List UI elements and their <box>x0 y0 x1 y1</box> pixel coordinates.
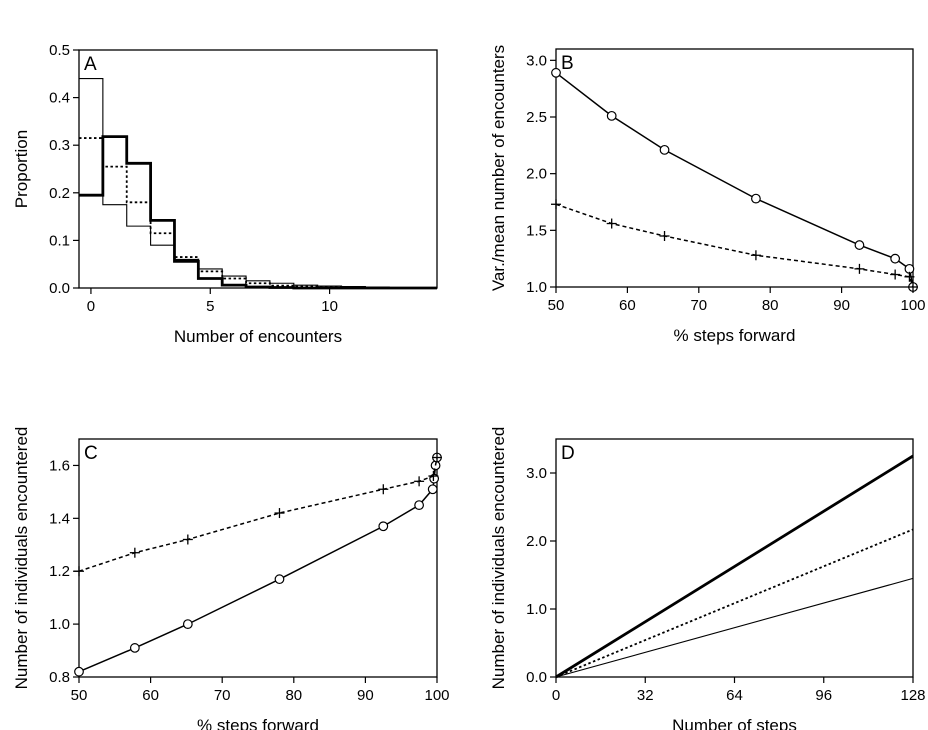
y-tick-label: 0.4 <box>49 90 70 107</box>
data-point-plus <box>904 271 915 282</box>
data-point-circle <box>890 253 901 264</box>
series-line-dashed <box>78 457 438 572</box>
data-point-plus <box>606 218 617 229</box>
x-tick-label: 10 <box>321 298 338 315</box>
data-point-plus <box>74 566 84 577</box>
data-point-circle <box>854 240 865 250</box>
data-point-plus <box>414 476 425 487</box>
data-point-circle <box>74 666 84 677</box>
y-tick-label: 1.0 <box>526 601 547 618</box>
panel-a: 0 5 10 0.0 0.1 0.2 0.3 0.4 0.5 Number of encounte… <box>12 42 438 346</box>
x-tick-label: 70 <box>690 297 707 314</box>
series-line-dotted <box>555 528 914 678</box>
series-line-thin <box>555 577 914 678</box>
y-tick-label: 1.0 <box>49 616 70 633</box>
y-tick-label: 3.0 <box>526 465 547 482</box>
y-tick-label: 0.2 <box>49 185 70 202</box>
series-line-thin <box>79 78 437 289</box>
data-point-plus <box>182 534 193 545</box>
x-tick-label: 90 <box>833 297 850 314</box>
data-point-plus <box>432 452 442 463</box>
data-point-circle <box>751 193 761 204</box>
series-line-dotted <box>79 137 437 289</box>
y-tick-label: 0.1 <box>49 232 70 249</box>
x-tick-label: 80 <box>285 687 302 704</box>
x-tick-label: 60 <box>619 297 636 314</box>
data-point-circle <box>378 521 389 532</box>
panel-label: D <box>561 443 575 464</box>
data-point-plus <box>274 508 285 519</box>
data-point-plus <box>890 269 901 280</box>
data-point-plus <box>750 250 761 261</box>
data-point-circle <box>274 574 285 585</box>
data-point-plus <box>908 282 918 292</box>
x-axis-label: % steps forward <box>197 716 319 730</box>
series-line-thick <box>79 135 437 290</box>
data-point-plus <box>428 471 439 482</box>
y-tick-label: 0.0 <box>49 280 70 297</box>
data-point-plus <box>659 231 670 241</box>
y-tick-label: 1.4 <box>49 510 70 527</box>
y-tick-label: 0.5 <box>49 42 70 59</box>
y-tick-label: 1.0 <box>526 279 547 296</box>
x-tick-label: 0 <box>552 687 560 704</box>
panel-label: A <box>84 54 97 75</box>
y-axis-label: Proportion <box>12 130 31 208</box>
y-tick-label: 1.5 <box>526 222 547 239</box>
panel-b: 50 60 70 80 90 100 1.0 1.5 2.0 2.5 3.0 % steps forw… <box>489 45 926 345</box>
y-tick-label: 0.3 <box>49 137 70 154</box>
data-point-plus <box>551 199 561 210</box>
data-point-circle <box>606 110 617 121</box>
x-tick-label: 0 <box>87 298 95 315</box>
x-tick-label: 50 <box>548 297 565 314</box>
panel-label: C <box>84 443 98 464</box>
y-tick-label: 1.2 <box>49 563 70 580</box>
x-tick-label: 32 <box>637 687 654 704</box>
data-point-plus <box>378 484 389 495</box>
y-axis-label: Number of individuals encountered <box>489 427 508 690</box>
x-tick-label: 60 <box>142 687 159 704</box>
y-tick-label: 2.5 <box>526 109 547 126</box>
plot-frame <box>78 438 438 678</box>
y-tick-label: 0.0 <box>526 669 547 686</box>
y-tick-label: 1.6 <box>49 457 70 474</box>
x-tick-label: 128 <box>900 687 925 704</box>
y-axis-label: Number of individuals encountered <box>12 427 31 690</box>
y-tick-label: 3.0 <box>526 52 547 69</box>
x-tick-label: 100 <box>424 687 449 704</box>
data-point-plus <box>854 263 865 274</box>
y-tick-label: 2.0 <box>526 533 547 550</box>
panel-c: 50 60 70 80 90 100 0.8 1.0 1.2 1.4 1.6 % steps forw… <box>12 427 450 730</box>
data-point-circle <box>414 500 425 511</box>
plot-frame <box>555 48 914 288</box>
series-line-thick <box>555 454 914 679</box>
x-tick-label: 80 <box>762 297 779 314</box>
x-tick-label: 70 <box>214 687 231 704</box>
plot-frame <box>555 438 914 678</box>
panel-label: B <box>561 53 574 74</box>
x-axis-label: Number of encounters <box>174 327 342 346</box>
panel-d: 0 32 64 96 128 0.0 1.0 2.0 3.0 Number of steps Num… <box>489 427 926 730</box>
x-tick-label: 64 <box>726 687 743 704</box>
x-axis-label: % steps forward <box>674 326 796 345</box>
plot-frame <box>78 49 438 289</box>
x-tick-label: 96 <box>815 687 832 704</box>
data-point-circle <box>551 67 561 78</box>
y-tick-label: 2.0 <box>526 166 547 183</box>
data-point-plus <box>129 547 140 558</box>
x-tick-label: 100 <box>900 297 925 314</box>
data-point-circle <box>129 643 140 653</box>
series-line-solid <box>555 72 914 288</box>
x-tick-label: 5 <box>206 298 214 315</box>
data-point-circle <box>427 484 438 495</box>
data-point-circle <box>659 144 670 155</box>
x-axis-label: Number of steps <box>672 716 797 730</box>
x-tick-label: 50 <box>71 687 88 704</box>
x-tick-label: 90 <box>357 687 374 704</box>
y-tick-label: 0.8 <box>49 669 70 686</box>
data-point-circle <box>182 619 193 630</box>
y-axis-label: Var./mean number of encounters <box>489 45 508 291</box>
